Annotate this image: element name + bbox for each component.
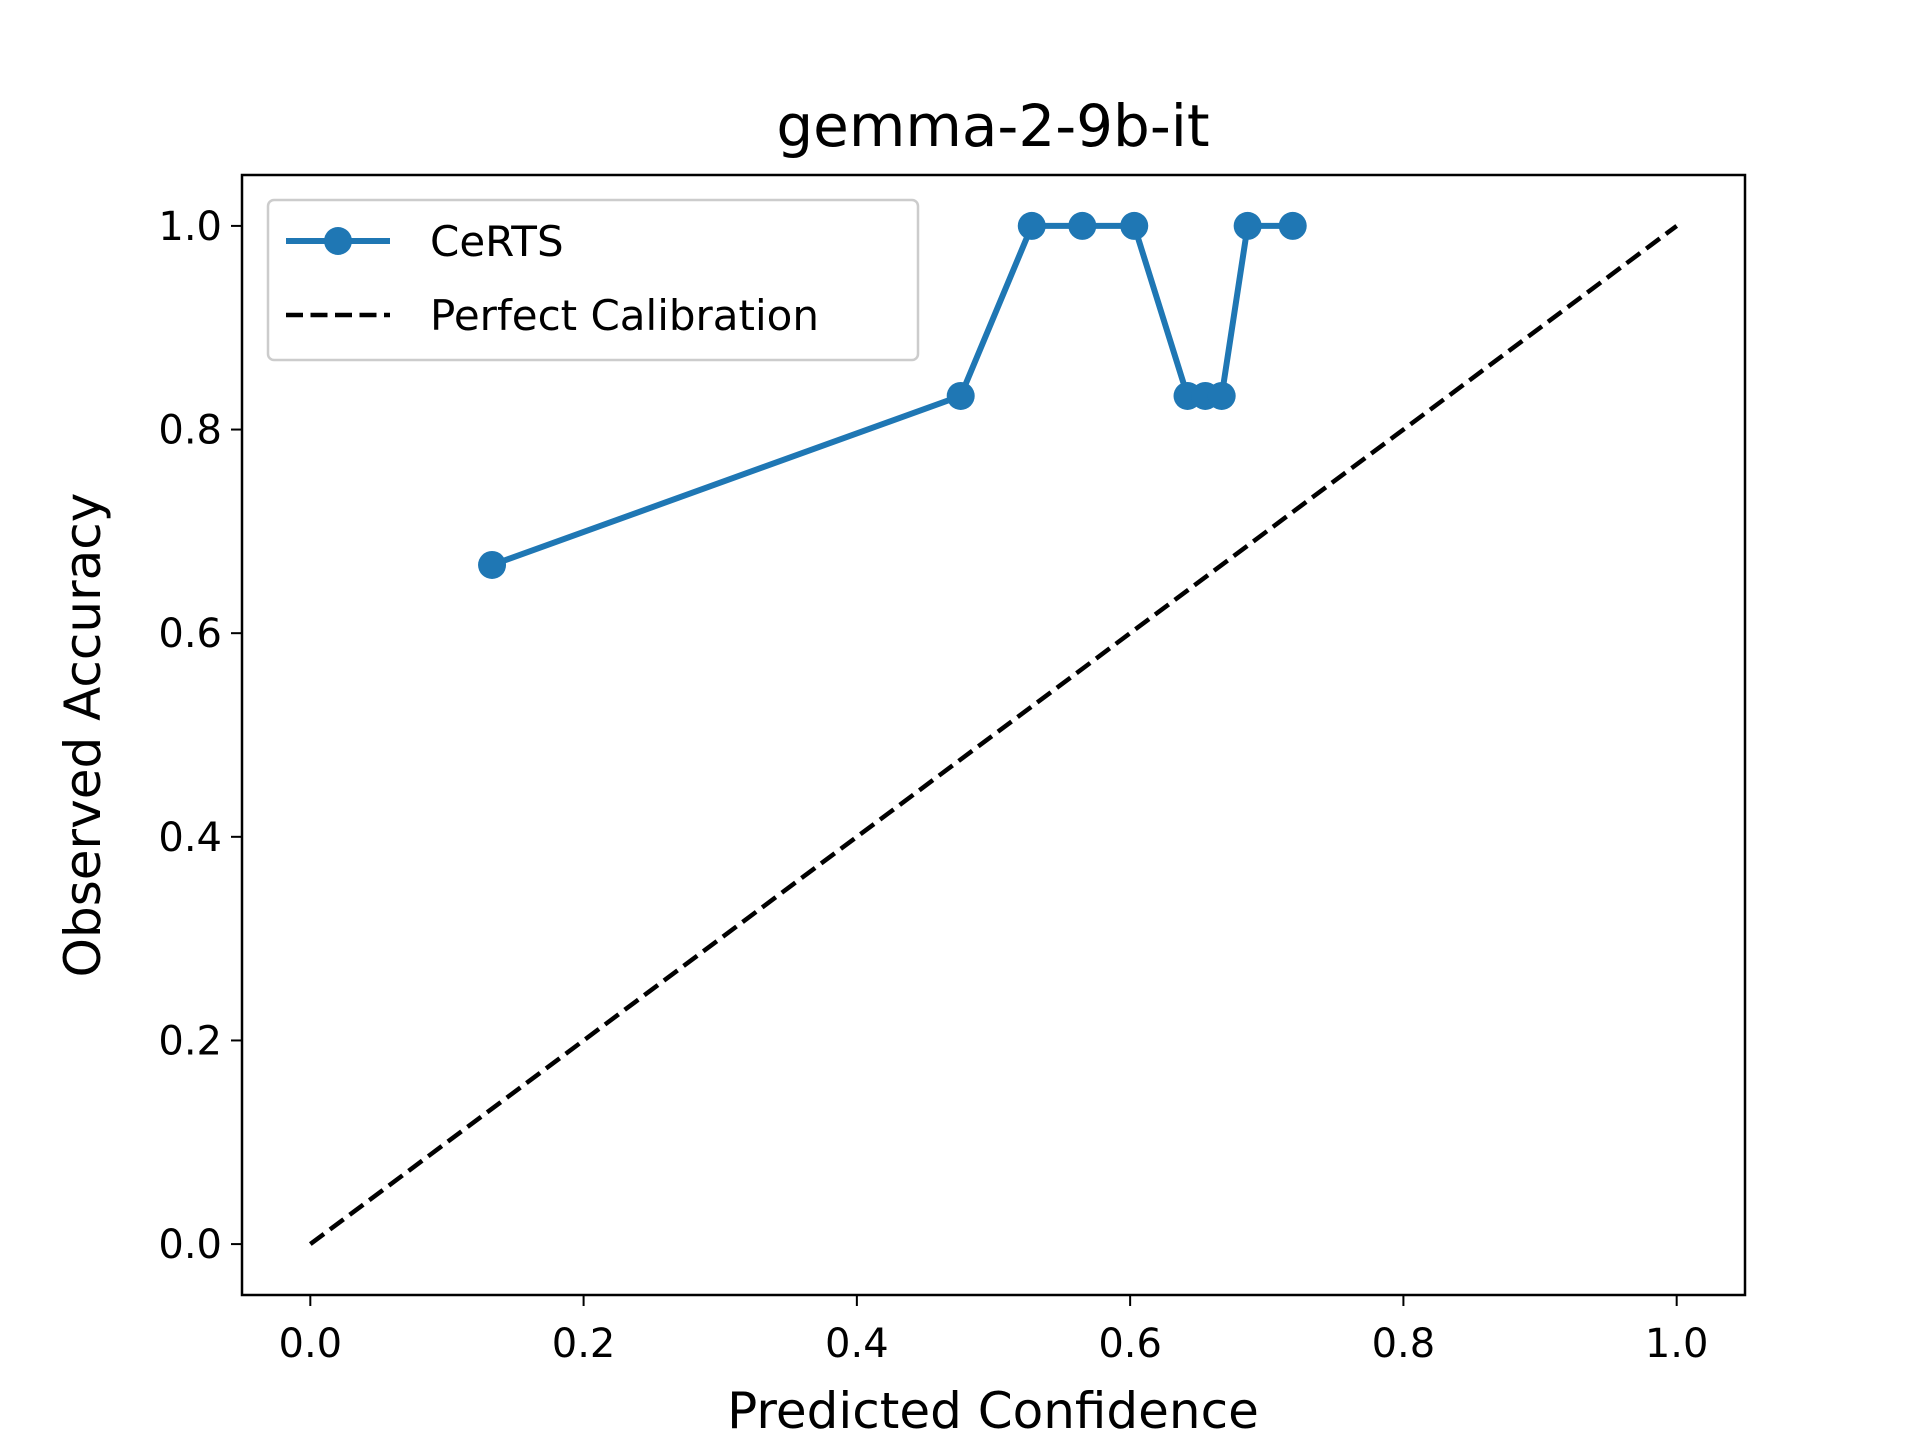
y-tick-label: 1.0 bbox=[158, 204, 222, 250]
y-tick-label: 0.2 bbox=[158, 1018, 222, 1064]
x-tick-label: 1.0 bbox=[1645, 1321, 1709, 1367]
data-point-8 bbox=[1233, 211, 1262, 240]
data-point-3 bbox=[1068, 211, 1097, 240]
data-point-1 bbox=[946, 381, 975, 410]
x-tick-label: 0.4 bbox=[825, 1321, 889, 1367]
x-axis-label: Predicted Confidence bbox=[727, 1382, 1259, 1440]
legend-label-1: Perfect Calibration bbox=[430, 291, 819, 340]
plot-area: 0.0 0.2 0.4 0.6 0.8 1.0 0.0 0.2 0.4 0.6 0.8 1.0 bbox=[158, 173, 1747, 1367]
x-tick-label: 0.2 bbox=[552, 1321, 616, 1367]
series-line-0 bbox=[491, 222, 1293, 568]
plot-frame bbox=[240, 173, 1747, 1297]
data-point-9 bbox=[1278, 211, 1307, 240]
data-point-2 bbox=[1017, 211, 1046, 240]
y-tick-label: 0.4 bbox=[158, 815, 222, 861]
x-tick-label: 0.0 bbox=[279, 1321, 343, 1367]
legend-marker bbox=[324, 227, 352, 255]
legend-box bbox=[266, 198, 920, 362]
x-tick-label: 0.8 bbox=[1372, 1321, 1436, 1367]
legend-label-0: CeRTS bbox=[430, 217, 564, 266]
data-point-7 bbox=[1207, 381, 1236, 410]
data-point-0 bbox=[478, 550, 507, 579]
y-tick-label: 0.8 bbox=[158, 408, 222, 454]
data-point-4 bbox=[1120, 211, 1149, 240]
chart-title: gemma-2-9b-it bbox=[776, 92, 1209, 160]
y-tick-label: 0.6 bbox=[158, 611, 222, 657]
y-axis-label: Observed Accuracy bbox=[54, 493, 112, 978]
legend: CeRTS Perfect Calibration bbox=[266, 198, 920, 362]
y-tick-label: 0.0 bbox=[158, 1222, 222, 1268]
x-tick-label: 0.6 bbox=[1098, 1321, 1162, 1367]
reference-line-1 bbox=[308, 224, 1679, 1246]
